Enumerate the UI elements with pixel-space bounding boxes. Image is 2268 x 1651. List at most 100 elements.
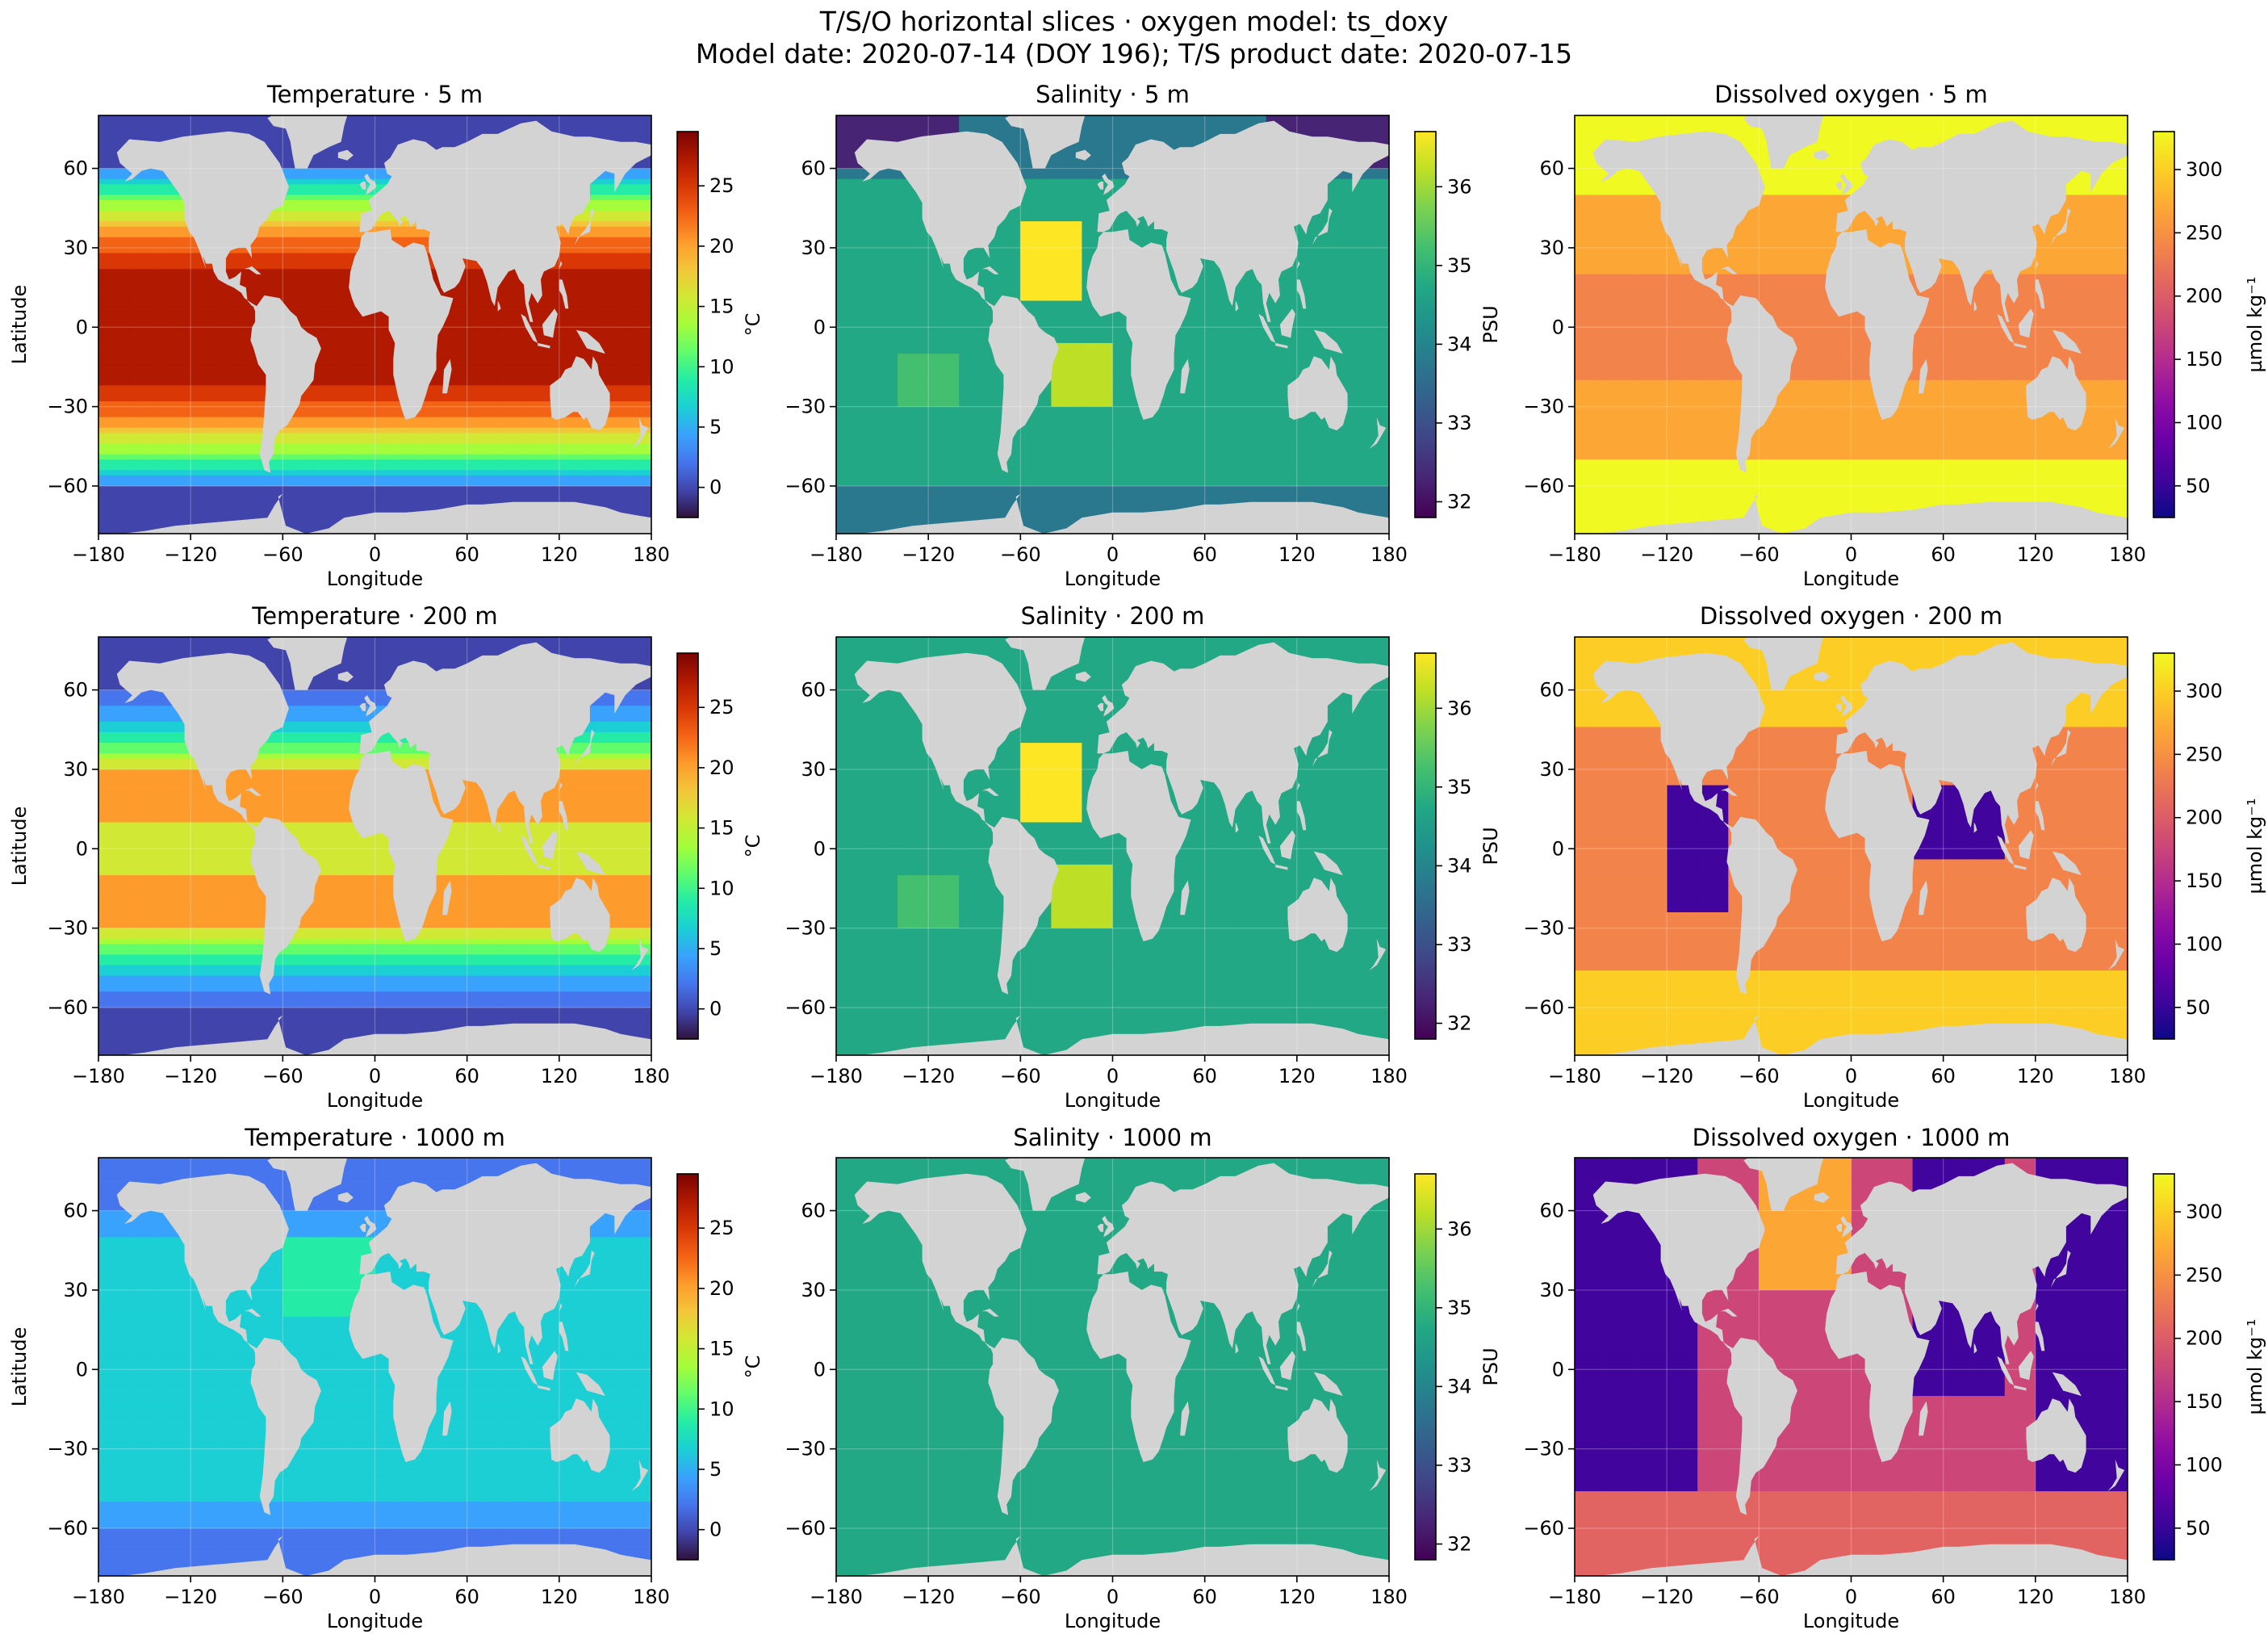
ocean-field-cell xyxy=(836,427,868,434)
ocean-field-cell xyxy=(467,647,499,654)
ocean-field-cell xyxy=(1851,412,1883,418)
ocean-field-cell xyxy=(436,422,468,429)
ocean-field-cell xyxy=(190,401,222,408)
ocean-field-cell xyxy=(160,401,191,408)
ocean-field-cell xyxy=(1082,385,1114,392)
ocean-field-cell xyxy=(1943,295,1975,302)
ocean-field-cell xyxy=(497,290,529,296)
ocean-field-cell xyxy=(528,464,560,471)
ocean-field-cell xyxy=(836,195,868,201)
ocean-field-cell xyxy=(1728,290,1760,296)
ocean-field-cell xyxy=(589,258,621,265)
ocean-field-cell xyxy=(1912,332,1944,338)
ocean-field-cell xyxy=(836,327,868,333)
x-tick-label: −60 xyxy=(262,543,303,566)
ocean-field-cell xyxy=(190,422,222,429)
ocean-field-cell xyxy=(98,195,130,201)
ocean-field-cell xyxy=(1605,433,1637,439)
ocean-field-cell xyxy=(2096,480,2128,487)
ocean-field-cell xyxy=(928,379,960,386)
ocean-field-cell xyxy=(1912,342,1944,350)
ocean-field-cell xyxy=(528,637,560,643)
land-mass xyxy=(854,131,1027,307)
ocean-field-cell xyxy=(98,454,130,460)
map-plot-area xyxy=(98,637,651,1055)
ocean-field-cell xyxy=(98,727,130,733)
ocean-field-cell xyxy=(1266,354,1298,360)
land-mass xyxy=(1919,358,1928,394)
ocean-field-cell xyxy=(589,131,621,137)
ocean-field-cell xyxy=(836,507,868,513)
ocean-field-cell xyxy=(867,263,898,270)
ocean-field-cell xyxy=(1575,385,1606,392)
ocean-field-cell xyxy=(1358,332,1389,338)
ocean-field-cell xyxy=(1667,306,1698,312)
ocean-field-cell xyxy=(98,290,130,296)
ocean-field-cell xyxy=(436,427,468,434)
ocean-field-cell xyxy=(313,417,345,423)
ocean-field-cell xyxy=(1789,522,1822,530)
ocean-field-cell xyxy=(589,454,621,460)
ocean-field-cell xyxy=(1881,438,1914,445)
land-mass xyxy=(1814,149,1830,161)
ocean-field-cell xyxy=(1051,269,1083,275)
ocean-field-cell xyxy=(1697,422,1729,429)
ocean-field-cell xyxy=(190,379,222,386)
ocean-field-cell xyxy=(1327,470,1359,476)
ocean-field-cell xyxy=(1697,306,1729,312)
ocean-field-cell xyxy=(1204,348,1237,354)
ocean-field-cell xyxy=(98,748,130,754)
ocean-field-cell xyxy=(344,184,376,191)
ocean-field-cell xyxy=(129,174,161,180)
ocean-field-cell xyxy=(2065,232,2098,238)
ocean-field-cell xyxy=(221,480,253,487)
ocean-field-cell xyxy=(160,131,191,137)
ocean-field-cell xyxy=(898,406,929,413)
ocean-field-cell xyxy=(467,364,499,371)
ocean-field-cell xyxy=(620,470,651,476)
ocean-field-cell xyxy=(1020,522,1052,530)
ocean-field-cell xyxy=(867,464,898,471)
colorbar-tick-label: 300 xyxy=(2186,158,2223,181)
ocean-field-cell xyxy=(497,332,529,338)
ocean-field-cell xyxy=(282,237,314,243)
ocean-field-cell xyxy=(867,174,898,180)
ocean-field-cell xyxy=(1697,311,1729,317)
ocean-field-cell xyxy=(2096,406,2128,413)
ocean-field-cell xyxy=(98,663,130,669)
ocean-field-cell xyxy=(1636,518,1668,524)
ocean-field-cell xyxy=(344,147,376,153)
ocean-field-cell xyxy=(898,131,929,137)
ocean-field-cell xyxy=(129,433,161,439)
ocean-field-cell xyxy=(1266,475,1298,482)
ocean-field-cell xyxy=(1266,486,1298,492)
ocean-field-cell xyxy=(1575,247,1606,254)
ocean-field-cell xyxy=(867,126,898,132)
ocean-field-cell xyxy=(1605,174,1637,180)
ocean-field-cell xyxy=(282,300,314,307)
ocean-field-cell xyxy=(2096,497,2128,503)
ocean-field-cell xyxy=(1759,454,1790,460)
ocean-field-cell xyxy=(1667,491,1698,497)
ocean-field-cell xyxy=(559,427,591,434)
ocean-field-cell xyxy=(1789,237,1822,243)
ocean-field-cell xyxy=(620,459,651,466)
ocean-field-cell xyxy=(1204,396,1237,402)
ocean-field-cell xyxy=(1112,396,1144,402)
ocean-field-cell xyxy=(1051,449,1083,455)
y-tick-label: 0 xyxy=(76,316,88,338)
ocean-field-cell xyxy=(867,518,898,524)
ocean-field-cell xyxy=(1143,136,1175,143)
ocean-field-cell xyxy=(1020,195,1052,201)
ocean-field-cell xyxy=(1575,470,1606,476)
ocean-field-cell xyxy=(2096,115,2128,122)
ocean-field-cell xyxy=(620,737,651,744)
ocean-field-cell xyxy=(282,412,314,418)
ocean-field-cell xyxy=(589,126,621,132)
ocean-field-cell xyxy=(313,406,345,413)
ocean-field-cell xyxy=(1358,300,1389,307)
ocean-field-cell xyxy=(1235,486,1267,492)
ocean-field-cell xyxy=(129,464,161,471)
ocean-field-cell xyxy=(1266,332,1298,338)
ocean-field-cell xyxy=(836,438,868,445)
